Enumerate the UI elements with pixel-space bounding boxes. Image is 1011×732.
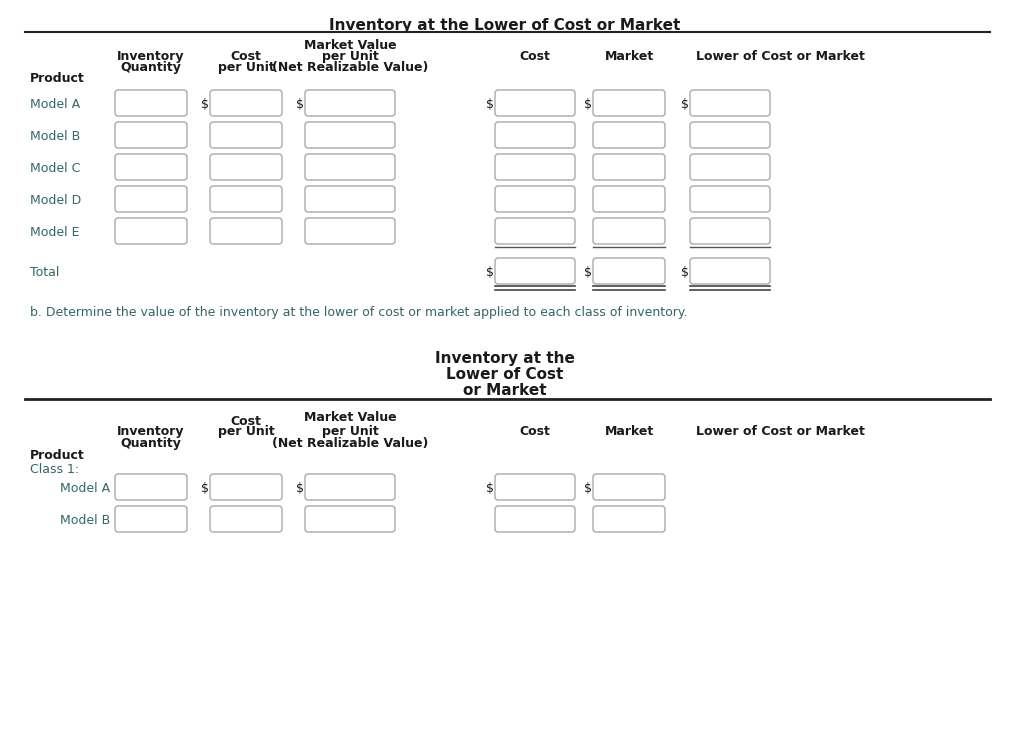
FancyBboxPatch shape [593,154,665,180]
Text: $: $ [486,482,494,495]
FancyBboxPatch shape [305,218,395,244]
FancyBboxPatch shape [210,218,282,244]
Text: Product: Product [30,449,85,462]
FancyBboxPatch shape [690,90,770,116]
Text: Inventory: Inventory [117,425,185,438]
FancyBboxPatch shape [115,218,187,244]
Text: per Unit: per Unit [217,61,274,74]
FancyBboxPatch shape [115,154,187,180]
Text: Inventory at the Lower of Cost or Market: Inventory at the Lower of Cost or Market [330,18,680,33]
Text: Inventory: Inventory [117,50,185,63]
Text: b. Determine the value of the inventory at the lower of cost or market applied t: b. Determine the value of the inventory … [30,306,687,319]
Text: Quantity: Quantity [120,437,181,450]
FancyBboxPatch shape [115,474,187,500]
FancyBboxPatch shape [495,474,575,500]
Text: Market Value: Market Value [303,411,396,424]
Text: Market: Market [605,50,654,63]
Text: Model A: Model A [60,482,110,495]
FancyBboxPatch shape [210,474,282,500]
Text: Inventory at the: Inventory at the [435,351,575,366]
FancyBboxPatch shape [495,506,575,532]
FancyBboxPatch shape [593,122,665,148]
FancyBboxPatch shape [690,154,770,180]
FancyBboxPatch shape [115,90,187,116]
Text: Product: Product [30,72,85,85]
FancyBboxPatch shape [210,90,282,116]
Text: $: $ [584,482,592,495]
Text: Model D: Model D [30,194,81,207]
FancyBboxPatch shape [593,90,665,116]
Text: $: $ [486,266,494,279]
Text: per Unit: per Unit [217,425,274,438]
Text: $: $ [201,98,209,111]
FancyBboxPatch shape [115,186,187,212]
Text: $: $ [486,98,494,111]
Text: Cost: Cost [520,50,550,63]
Text: Lower of Cost: Lower of Cost [446,367,564,382]
Text: Model C: Model C [30,162,81,175]
Text: Cost: Cost [231,415,262,428]
Text: Market Value: Market Value [303,39,396,52]
FancyBboxPatch shape [593,474,665,500]
Text: Market: Market [605,425,654,438]
FancyBboxPatch shape [305,474,395,500]
FancyBboxPatch shape [495,218,575,244]
FancyBboxPatch shape [690,122,770,148]
Text: Cost: Cost [231,50,262,63]
Text: Model E: Model E [30,226,80,239]
FancyBboxPatch shape [210,122,282,148]
Text: (Net Realizable Value): (Net Realizable Value) [272,437,429,450]
FancyBboxPatch shape [690,218,770,244]
Text: $: $ [296,482,304,495]
Text: Class 1:: Class 1: [30,463,79,476]
Text: per Unit: per Unit [321,425,378,438]
Text: Model B: Model B [30,130,80,143]
FancyBboxPatch shape [305,506,395,532]
FancyBboxPatch shape [495,122,575,148]
FancyBboxPatch shape [495,154,575,180]
Text: $: $ [584,266,592,279]
FancyBboxPatch shape [593,186,665,212]
FancyBboxPatch shape [210,154,282,180]
Text: Model A: Model A [30,98,80,111]
FancyBboxPatch shape [305,154,395,180]
Text: per Unit: per Unit [321,50,378,63]
FancyBboxPatch shape [115,506,187,532]
FancyBboxPatch shape [690,258,770,284]
FancyBboxPatch shape [495,90,575,116]
Text: $: $ [296,98,304,111]
Text: or Market: or Market [463,383,547,398]
FancyBboxPatch shape [210,186,282,212]
FancyBboxPatch shape [495,258,575,284]
Text: $: $ [201,482,209,495]
Text: Cost: Cost [520,425,550,438]
FancyBboxPatch shape [593,506,665,532]
FancyBboxPatch shape [305,122,395,148]
FancyBboxPatch shape [690,186,770,212]
Text: $: $ [681,98,690,111]
FancyBboxPatch shape [305,90,395,116]
Text: $: $ [681,266,690,279]
FancyBboxPatch shape [305,186,395,212]
FancyBboxPatch shape [115,122,187,148]
Text: Total: Total [30,266,60,279]
FancyBboxPatch shape [495,186,575,212]
Text: Model B: Model B [60,514,110,527]
FancyBboxPatch shape [593,218,665,244]
Text: Quantity: Quantity [120,61,181,74]
Text: Lower of Cost or Market: Lower of Cost or Market [696,425,864,438]
FancyBboxPatch shape [210,506,282,532]
FancyBboxPatch shape [593,258,665,284]
Text: (Net Realizable Value): (Net Realizable Value) [272,61,429,74]
Text: $: $ [584,98,592,111]
Text: Lower of Cost or Market: Lower of Cost or Market [696,50,864,63]
